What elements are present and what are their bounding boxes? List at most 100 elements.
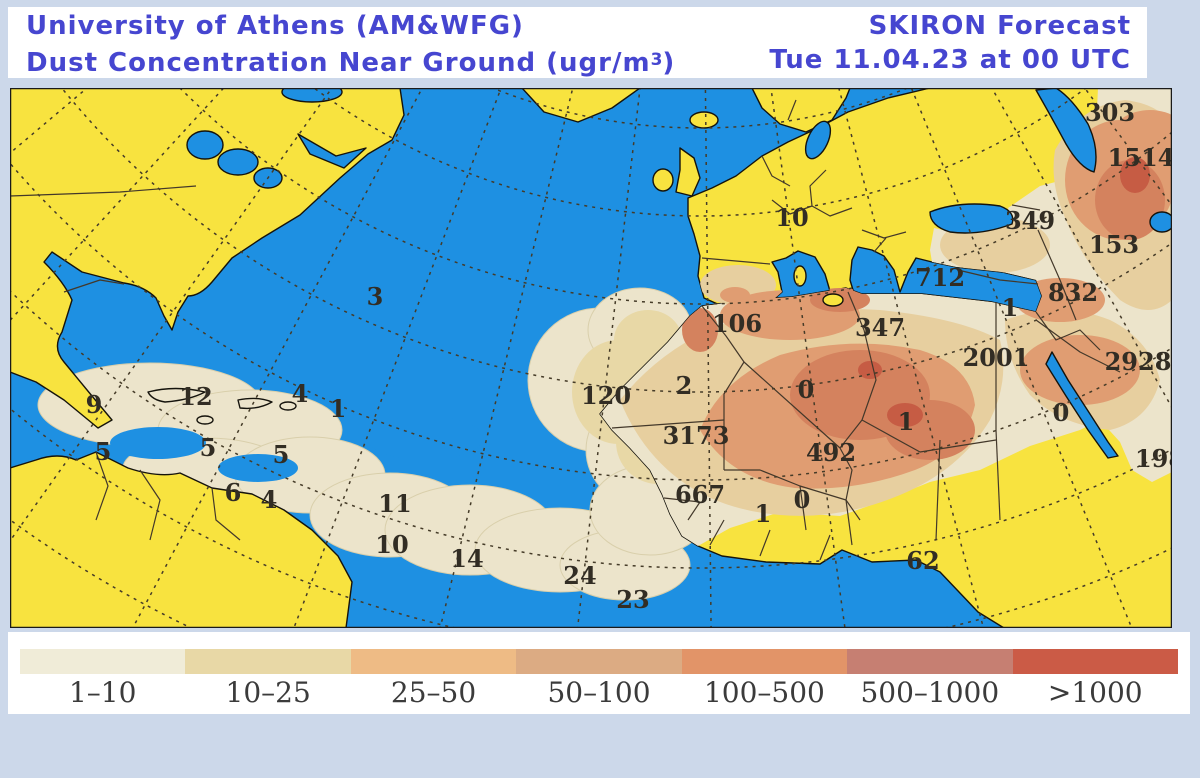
header-bar: University of Athens (AM&WFG) Dust Conce… [8, 7, 1147, 78]
dust-value-label: 0 [1053, 398, 1070, 427]
map-border [10, 88, 1172, 628]
caspian-sea [1035, 88, 1097, 173]
dust-value-label: 3173 [663, 421, 730, 450]
legend-panel: 1–10 10–25 25–50 50–100 100–500 500–1000 >1000 [8, 632, 1190, 714]
aral-sea [1149, 211, 1172, 233]
dust-value-label: 0 [794, 485, 811, 514]
dust-value-label: 2001 [963, 343, 1030, 372]
ireland [652, 168, 674, 192]
dust-value-label: 106 [712, 309, 762, 338]
dust-value-label: 667 [675, 480, 725, 509]
dust-value-label: 712 [915, 263, 965, 292]
legend-color-bar: 1–10 10–25 25–50 50–100 100–500 500–1000 >1000 [20, 649, 1178, 709]
forecast-map: 3 10 106 347 712 303 1514 349 153 832 1 2001 2928 120… [10, 88, 1172, 628]
legend-bin-label: 100–500 [703, 676, 825, 709]
dust-value-label: 1514 [1108, 143, 1172, 172]
greenland [521, 88, 641, 123]
dust-value-label: 11 [378, 489, 411, 518]
dust-value-label: 0 [798, 375, 815, 404]
puerto-rico [279, 401, 297, 411]
institution-title: University of Athens (AM&WFG) [26, 10, 524, 41]
dust-value-label: 3 [367, 282, 384, 311]
legend-swatch [847, 649, 1013, 674]
black-sea [929, 203, 1014, 234]
product-suffix: ) [662, 47, 676, 78]
dust-value-label: 303 [1085, 98, 1135, 127]
legend-bin-label: 25–50 [390, 676, 477, 709]
dust-value-label: 832 [1048, 278, 1098, 307]
legend-bin: 25–50 [350, 649, 517, 709]
sicily [822, 293, 844, 307]
dust-value-label: 62 [906, 546, 939, 575]
dust-value-label: 14 [450, 544, 483, 573]
hudson-bay [281, 88, 343, 103]
dust-value-label: 198 [1135, 444, 1172, 473]
dust-value-label: 4 [292, 379, 309, 408]
north-america [10, 88, 405, 429]
caribbean-sea-gaps [110, 416, 483, 482]
dust-value-label: 1 [755, 499, 772, 528]
product-exponent: 3 [650, 49, 663, 70]
header-right: SKIRON Forecast Tue 11.04.23 at 00 UTC [769, 9, 1147, 77]
dust-value-label: 1 [898, 407, 915, 436]
legend-swatch [185, 649, 351, 674]
dust-value-label: 5 [273, 440, 290, 469]
legend-bin: 1–10 [20, 649, 186, 709]
dust-value-label: 10 [775, 203, 808, 232]
dust-value-label: 5 [200, 433, 217, 462]
hispaniola [237, 397, 273, 410]
legend-bin-label: >1000 [1047, 676, 1143, 709]
legend-bin-label: 10–25 [225, 676, 311, 709]
red-sea [1045, 351, 1119, 459]
baltic-sea [804, 120, 832, 160]
product-title-text: Dust Concentration Near Ground (ugr/m [26, 47, 651, 78]
legend-bin-label: 1–10 [68, 676, 137, 709]
legend-bin: 100–500 [681, 649, 848, 709]
graticule [10, 88, 1172, 628]
product-title: Dust Concentration Near Ground (ugr/m3) [26, 43, 676, 78]
model-name: SKIRON Forecast [868, 10, 1131, 41]
dust-value-label: 23 [616, 585, 649, 614]
legend-bin: 500–1000 [847, 649, 1013, 709]
legend-swatch [350, 649, 517, 674]
dust-value-label: 9 [86, 390, 103, 419]
great-lake-west [186, 130, 224, 160]
graticule-parallel [179, 88, 1172, 305]
dust-value-label: 24 [563, 561, 596, 590]
iceland [689, 111, 719, 129]
legend-swatch [20, 649, 186, 674]
land-dust-layers [600, 88, 1172, 546]
legend-bin: 50–100 [516, 649, 682, 709]
legend-bin: 10–25 [185, 649, 351, 709]
country-borders [10, 99, 1121, 561]
dust-value-label: 492 [806, 438, 856, 467]
dust-value-label: 349 [1005, 206, 1055, 235]
dust-value-label: 120 [581, 381, 631, 410]
sardinia [793, 265, 807, 287]
gulf-of-st-lawrence [297, 133, 367, 169]
mediterranean-islands [793, 265, 844, 307]
dust-value-label: 5 [95, 437, 112, 466]
dust-value-label: 347 [855, 313, 905, 342]
cuba [147, 387, 206, 403]
dust-value-label: 153 [1089, 230, 1139, 259]
legend-swatch [681, 649, 848, 674]
dust-value-label: 10 [375, 530, 408, 559]
caribbean-islands [147, 387, 297, 425]
dust-value-label: 1 [330, 394, 347, 423]
legend-swatch [516, 649, 682, 674]
legend-bin-label: 50–100 [547, 676, 651, 709]
great-lake-mid [217, 148, 259, 176]
south-america [10, 451, 353, 628]
dust-value-label: 12 [179, 382, 212, 411]
legend-bin-label: 500–1000 [860, 676, 1000, 709]
jamaica [196, 415, 214, 425]
legend-swatch [1012, 649, 1178, 674]
dust-value-label: 6 [225, 478, 242, 507]
dust-value-label: 2928 [1105, 347, 1172, 376]
inland-waters [186, 88, 1172, 459]
dust-value-label: 4 [261, 485, 278, 514]
valid-time: Tue 11.04.23 at 00 UTC [769, 44, 1131, 75]
